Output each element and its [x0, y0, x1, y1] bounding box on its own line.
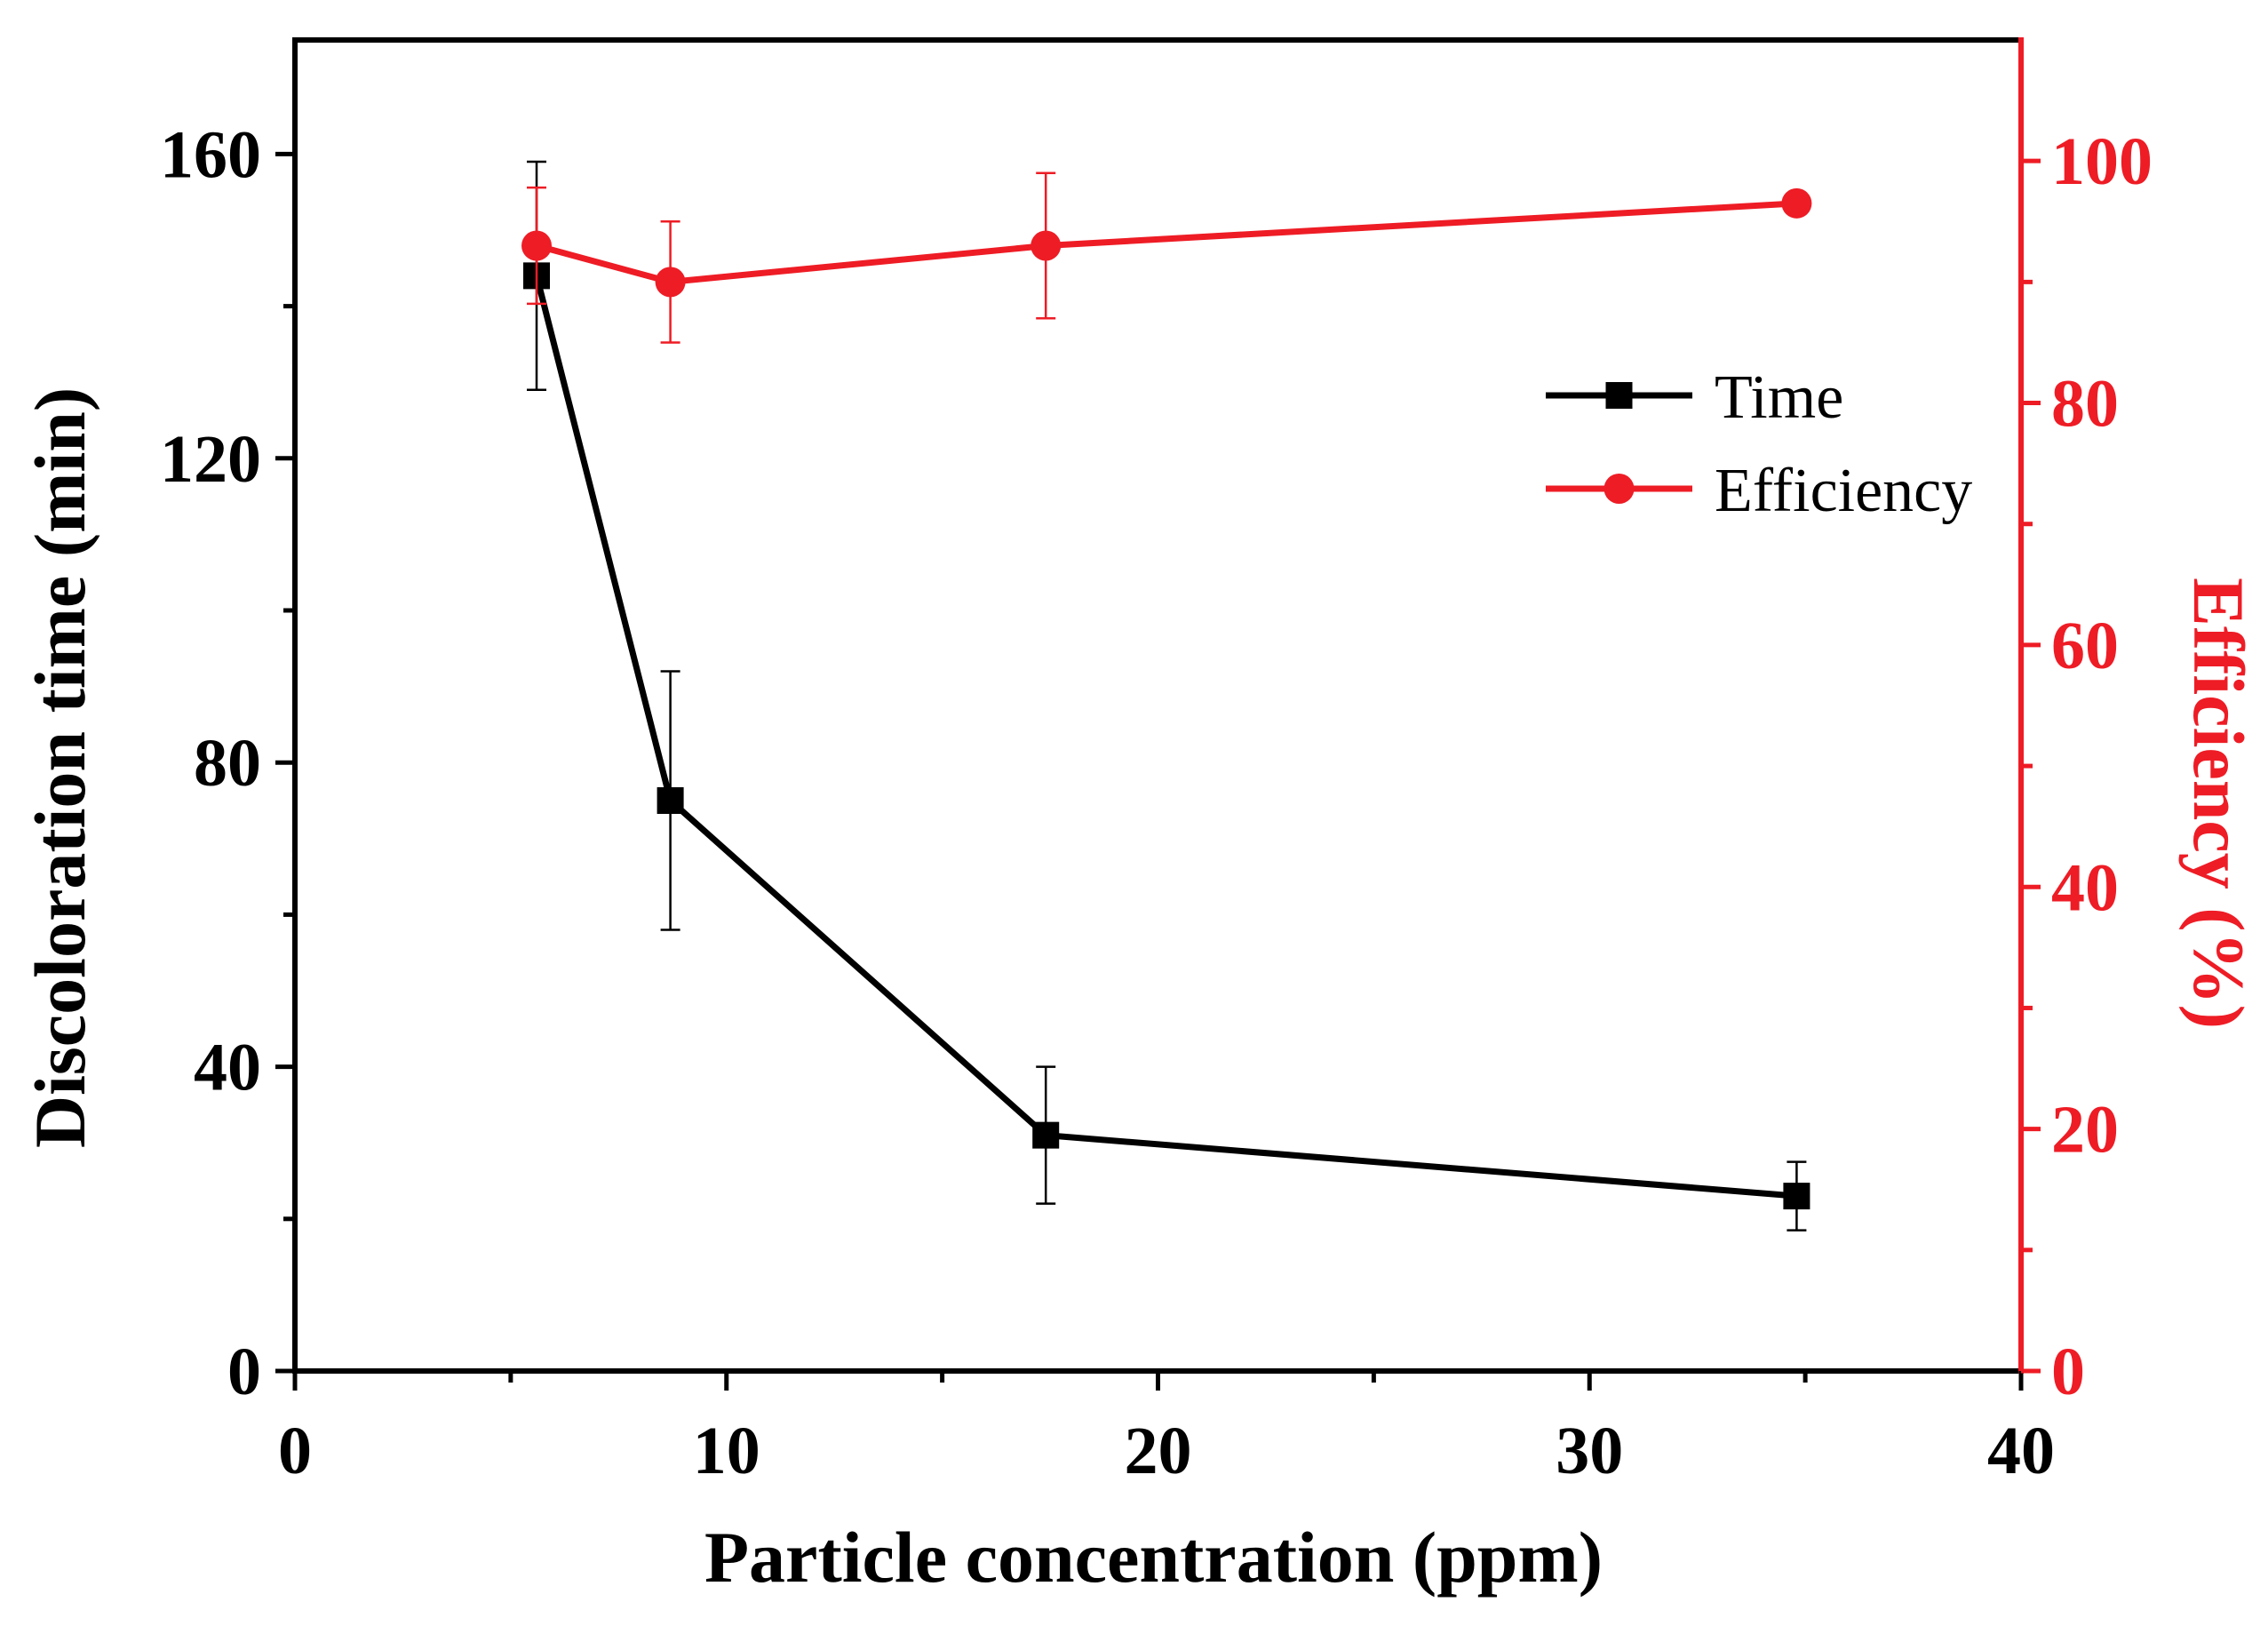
left-y-tick-label: 120	[160, 422, 261, 497]
right-y-tick-label: 100	[2051, 124, 2153, 199]
right-y-axis-title: Efficiency (%)	[2178, 578, 2259, 1029]
efficiency-data-point	[1031, 230, 1062, 261]
x-tick-label: 20	[1125, 1414, 1192, 1488]
time-series-line	[533, 275, 1797, 1200]
efficiency-series-line	[536, 200, 1797, 285]
legend: Time Efficiency	[1546, 363, 1972, 525]
left-y-tick-label: 160	[160, 117, 261, 192]
right-y-tick-label: 0	[2051, 1335, 2085, 1409]
x-tick-label: 40	[1987, 1414, 2055, 1488]
time-data-point	[1032, 1121, 1060, 1149]
right-y-tick-label: 40	[2051, 850, 2119, 925]
legend-label-time: Time	[1715, 363, 1843, 432]
right-y-tick-label: 60	[2051, 609, 2119, 683]
efficiency-data-point	[655, 267, 686, 298]
efficiency-data-point	[521, 230, 553, 261]
time-data-point	[657, 787, 684, 814]
x-tick-label: 0	[278, 1414, 312, 1488]
left-y-tick-label: 0	[227, 1335, 261, 1409]
left-y-axis-title: Discoloration time (min)	[20, 387, 100, 1148]
efficiency-data-point	[1781, 187, 1812, 219]
right-y-tick-label: 20	[2051, 1093, 2119, 1168]
left-y-tick-label: 40	[194, 1031, 261, 1105]
x-axis-title: Particle concentration (ppm)	[704, 1517, 1603, 1598]
left-y-tick-label: 80	[194, 726, 261, 801]
time-data-point	[1783, 1183, 1810, 1210]
legend-label-efficiency: Efficiency	[1715, 457, 1972, 525]
x-tick-label: 10	[693, 1414, 760, 1488]
legend-square-marker-icon	[1605, 382, 1633, 409]
x-tick-label: 30	[1556, 1414, 1623, 1488]
legend-circle-marker-icon	[1604, 474, 1635, 504]
right-y-tick-label: 80	[2051, 367, 2119, 442]
